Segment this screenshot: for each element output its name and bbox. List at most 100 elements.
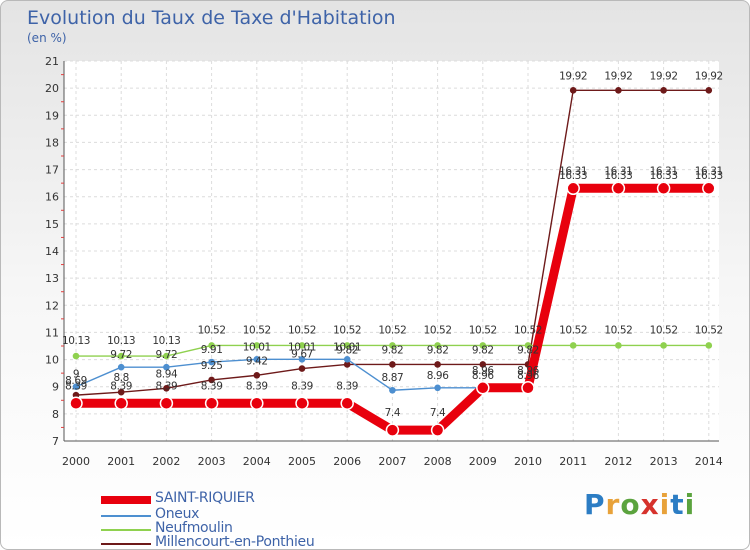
data-point — [253, 342, 261, 349]
data-label: 10.52 — [198, 324, 226, 336]
data-point — [250, 396, 264, 411]
data-label: 16.33 — [650, 170, 678, 182]
legend-label-millencourt: Millencourt-en-Ponthieu — [155, 534, 315, 550]
data-label: 9.25 — [201, 360, 223, 372]
data-point — [253, 356, 261, 363]
x-tick-label: 2007 — [378, 455, 406, 468]
x-tick-label: 2009 — [469, 455, 497, 468]
legend-swatch-saint-riquier — [101, 496, 151, 504]
data-label: 10.52 — [604, 324, 632, 336]
y-tick-label: 20 — [45, 82, 59, 95]
data-label: 8.96 — [517, 365, 539, 377]
data-label: 16.33 — [695, 170, 723, 182]
data-label: 16.33 — [559, 170, 587, 182]
data-point — [389, 361, 396, 368]
data-label: 8.96 — [517, 370, 539, 382]
data-label: 8.8 — [113, 372, 129, 384]
y-tick-label: 16 — [45, 191, 59, 204]
data-label: 10.52 — [469, 324, 497, 336]
chart-subtitle: (en %) — [27, 31, 67, 45]
data-point — [479, 361, 487, 368]
data-label: 16.31 — [650, 165, 678, 177]
data-label: 9.42 — [246, 355, 268, 367]
data-label: 10.01 — [288, 341, 316, 353]
data-point — [656, 181, 671, 196]
data-point — [389, 386, 396, 394]
data-label: 19.92 — [604, 70, 632, 82]
data-point — [566, 181, 580, 196]
data-label: 10.13 — [62, 335, 90, 347]
data-label: 16.33 — [604, 170, 632, 182]
data-label: 10.52 — [243, 324, 271, 336]
data-point — [208, 342, 215, 349]
data-point — [479, 342, 487, 349]
data-label: 10.52 — [333, 324, 361, 336]
data-point — [72, 352, 80, 360]
data-point — [159, 396, 174, 411]
y-tick-label: 7 — [52, 435, 59, 448]
data-point — [298, 342, 306, 349]
data-point — [340, 396, 354, 411]
x-tick-label: 2012 — [604, 455, 632, 468]
data-point — [117, 388, 125, 396]
data-label: 8.94 — [156, 368, 178, 380]
data-point — [208, 376, 215, 384]
x-tick-label: 2010 — [514, 455, 542, 468]
data-label: 10.13 — [152, 335, 180, 347]
y-tick-label: 18 — [45, 136, 59, 149]
data-point — [660, 342, 667, 349]
data-point — [434, 342, 441, 349]
legend-swatch-millencourt — [101, 543, 151, 545]
data-label: 10.01 — [243, 341, 271, 353]
data-point — [569, 342, 577, 349]
data-label: 8.87 — [382, 372, 404, 384]
data-point — [343, 356, 351, 363]
legend-label-neufmoulin: Neufmoulin — [155, 520, 233, 536]
data-point — [295, 396, 309, 411]
data-point — [615, 342, 622, 349]
legend-swatch-oneux — [101, 515, 151, 517]
data-label: 8.39 — [246, 380, 268, 392]
legend-label-saint-riquier: SAINT-RIQUIER — [155, 490, 255, 506]
data-label: 9.67 — [291, 349, 313, 361]
data-point — [434, 361, 441, 368]
data-point — [611, 181, 626, 196]
data-point — [521, 381, 535, 395]
data-label: 8.39 — [201, 380, 223, 392]
data-label: 9.82 — [427, 344, 449, 356]
data-label: 8.39 — [110, 380, 132, 392]
data-label: 9.72 — [156, 349, 178, 361]
data-point — [298, 365, 306, 372]
x-tick-label: 2013 — [650, 455, 678, 468]
data-label: 10.52 — [695, 324, 723, 336]
data-point — [569, 87, 577, 94]
x-tick-label: 2003 — [198, 455, 226, 468]
data-point — [705, 87, 713, 94]
data-label: 7.4 — [430, 407, 446, 419]
y-tick-label: 21 — [45, 55, 59, 68]
data-label: 9.72 — [110, 349, 132, 361]
data-label: 9.91 — [201, 344, 223, 356]
data-label: 10.52 — [514, 324, 542, 336]
x-tick-label: 2000 — [62, 455, 90, 468]
legend-swatch-neufmoulin — [101, 529, 151, 531]
data-label: 19.92 — [559, 70, 587, 82]
y-tick-label: 8 — [52, 408, 59, 421]
data-point — [430, 423, 445, 437]
data-point — [114, 396, 128, 411]
data-label: 19.92 — [695, 70, 723, 82]
data-label: 10.52 — [650, 324, 678, 336]
data-point — [117, 352, 125, 360]
y-tick-label: 17 — [45, 164, 59, 177]
data-label: 9.82 — [472, 344, 494, 356]
data-label: 10.52 — [288, 324, 316, 336]
data-label: 8.39 — [156, 380, 178, 392]
x-tick-label: 2006 — [333, 455, 361, 468]
y-tick-label: 14 — [45, 245, 59, 258]
data-point — [163, 363, 170, 371]
x-tick-label: 2008 — [424, 455, 452, 468]
data-label: 9.82 — [517, 344, 539, 356]
data-label: 8.39 — [65, 380, 87, 392]
